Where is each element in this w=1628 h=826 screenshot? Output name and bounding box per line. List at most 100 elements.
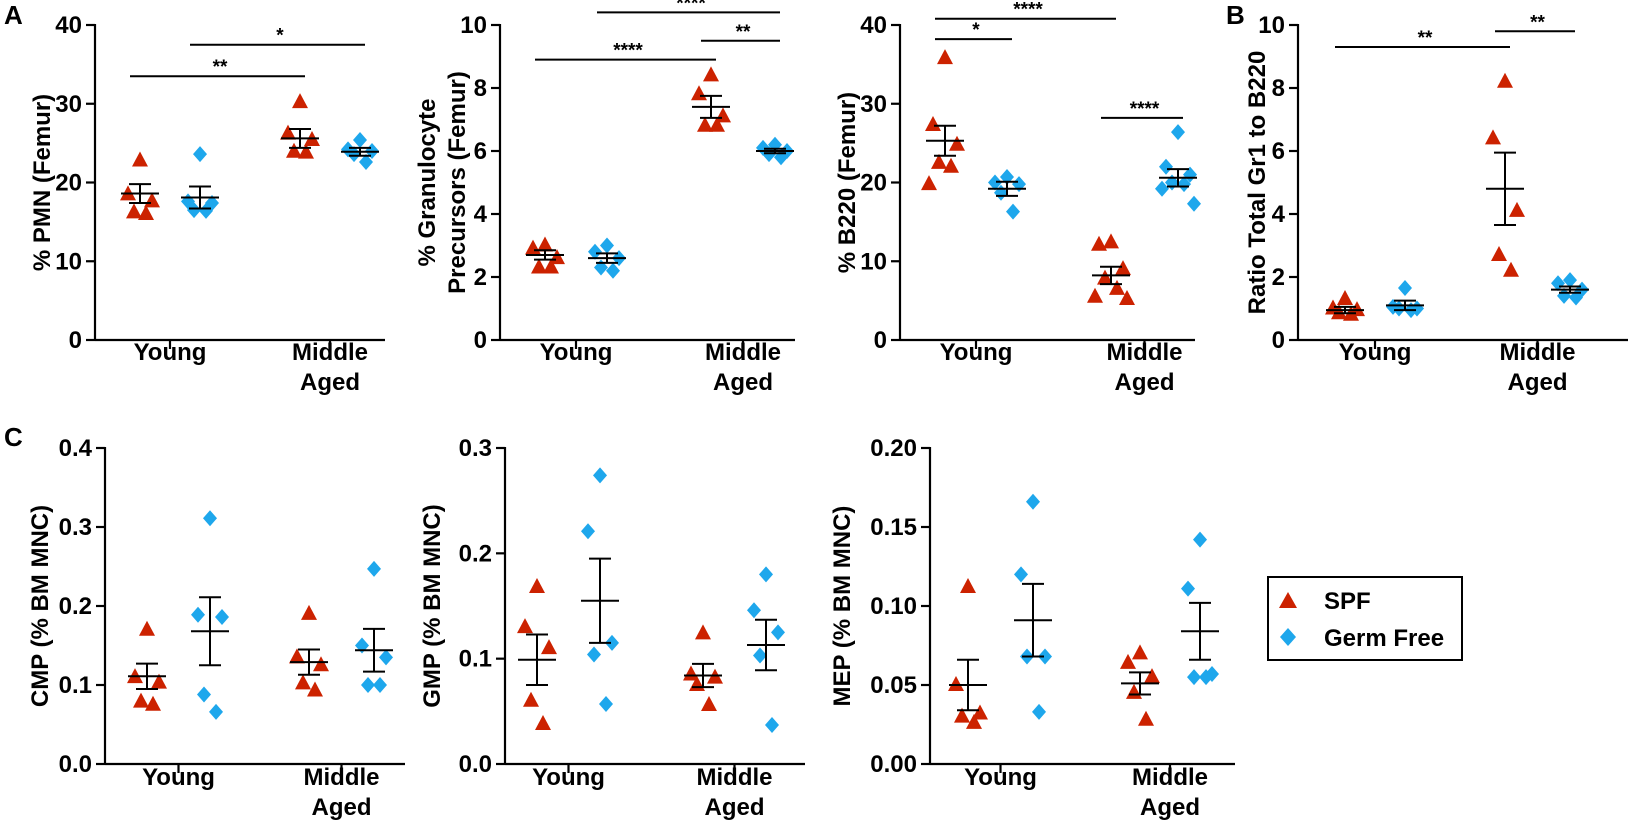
germ-free-point — [1181, 580, 1195, 597]
y-tick-label: 4 — [474, 201, 488, 228]
y-axis-title: % Granulocyte — [414, 98, 441, 266]
germ-free-point — [187, 202, 201, 219]
germ-free-point — [587, 646, 601, 663]
y-tick-label: 0.1 — [459, 646, 492, 673]
spf-point — [1331, 304, 1347, 320]
y-tick-label: 0 — [69, 327, 82, 354]
chart-ratio-gr1-b220: 0 2 4 6 8 10 Young Middle Aged Ratio Total Gr1 to… — [1244, 12, 1628, 396]
category-label: Aged — [1140, 794, 1200, 821]
germ-free-point — [605, 634, 619, 651]
germ-free-point — [1171, 124, 1185, 141]
germ-free-point — [1006, 203, 1020, 220]
spf-point — [301, 604, 317, 620]
significance-label: ** — [1418, 28, 1433, 49]
spf-point — [307, 681, 323, 697]
significance-label: **** — [1130, 99, 1160, 120]
y-axis-title: CMP (% BM MNC) — [27, 505, 54, 707]
chart-mep: 0.00 0.05 0.10 0.15 0.20 Young Middle Aged MEP (… — [829, 435, 1235, 821]
spf-point — [695, 624, 711, 640]
spf-point — [925, 116, 941, 132]
category-label: Middle — [1132, 764, 1208, 791]
y-tick-label: 8 — [1272, 75, 1285, 102]
significance-label: * — [276, 26, 284, 47]
category-label: Middle — [705, 339, 781, 366]
spf-point — [701, 696, 717, 712]
germ-free-point — [588, 243, 602, 260]
significance-label: **** — [1013, 0, 1043, 21]
y-tick-label: 0.10 — [870, 593, 917, 620]
germ-free-point — [215, 609, 229, 626]
y-tick-label: 0.2 — [59, 593, 92, 620]
spf-point — [144, 192, 160, 208]
spf-point — [523, 691, 539, 707]
y-tick-label: 6 — [1272, 138, 1285, 165]
spf-point — [541, 639, 557, 655]
spf-point — [1337, 290, 1353, 306]
category-label: Aged — [1115, 369, 1175, 396]
y-tick-label: 10 — [460, 12, 487, 39]
spf-point — [517, 618, 533, 634]
y-tick-label: 0.1 — [59, 672, 92, 699]
spf-point — [289, 648, 305, 664]
germ-free-point — [379, 649, 393, 666]
y-axis-title: % PMN (Femur) — [29, 94, 56, 271]
significance-label: * — [972, 20, 980, 41]
chart-cmp: 0.0 0.1 0.2 0.3 0.4 Young Middle Aged CMP (% BM … — [27, 435, 405, 821]
y-axis-title: % B220 (Femur) — [834, 92, 861, 273]
spf-point — [1132, 644, 1148, 660]
spf-point — [1091, 235, 1107, 251]
spf-point — [937, 49, 953, 65]
spf-point — [697, 116, 713, 132]
spf-point — [703, 66, 719, 82]
y-axis-title: GMP (% BM MNC) — [419, 504, 446, 708]
y-tick-label: 0.00 — [870, 751, 917, 778]
spf-point — [298, 143, 314, 159]
y-tick-label: 10 — [55, 248, 82, 275]
germ-free-point — [197, 686, 211, 703]
legend-spf-marker — [1279, 592, 1297, 608]
germ-free-point — [599, 695, 613, 712]
panel-label-a: A — [4, 0, 23, 30]
y-tick-label: 0 — [1272, 327, 1285, 354]
y-tick-label: 0.3 — [59, 514, 92, 541]
y-tick-label: 20 — [55, 170, 82, 197]
spf-point — [292, 93, 308, 109]
spf-point — [960, 578, 976, 594]
spf-point — [1109, 279, 1125, 295]
y-tick-label: 0.3 — [459, 435, 492, 462]
category-label: Young — [1339, 339, 1412, 366]
germ-free-point — [759, 566, 773, 583]
spf-point — [1138, 710, 1154, 726]
y-axis-title: MEP (% BM MNC) — [829, 506, 856, 707]
spf-point — [1087, 287, 1103, 303]
y-tick-label: 6 — [474, 138, 487, 165]
category-label: Aged — [705, 794, 765, 821]
spf-point — [1144, 668, 1160, 684]
category-label: Aged — [713, 369, 773, 396]
germ-free-point — [753, 647, 767, 664]
significance-label: ** — [736, 22, 751, 43]
y-tick-label: 4 — [1272, 201, 1286, 228]
significance-label: **** — [613, 41, 643, 62]
spf-point — [1119, 290, 1135, 306]
category-label: Young — [940, 339, 1013, 366]
spf-point — [1103, 233, 1119, 249]
chart-gmp: 0.0 0.1 0.2 0.3 Young Middle Aged GMP (% BM MNC… — [419, 435, 805, 821]
spf-point — [145, 695, 161, 711]
category-label: Aged — [300, 369, 360, 396]
germ-free-point — [367, 560, 381, 577]
spf-point — [1120, 653, 1136, 669]
germ-free-point — [359, 154, 373, 171]
spf-point — [949, 135, 965, 151]
germ-free-point — [1398, 280, 1412, 297]
y-tick-label: 2 — [474, 264, 487, 291]
germ-free-point — [203, 510, 217, 527]
germ-free-point — [1038, 648, 1052, 665]
significance-label: ** — [1530, 12, 1545, 33]
germ-free-point — [361, 677, 375, 693]
y-tick-label: 0.15 — [870, 514, 917, 541]
category-label: Middle — [304, 764, 380, 791]
spf-point — [151, 673, 167, 689]
